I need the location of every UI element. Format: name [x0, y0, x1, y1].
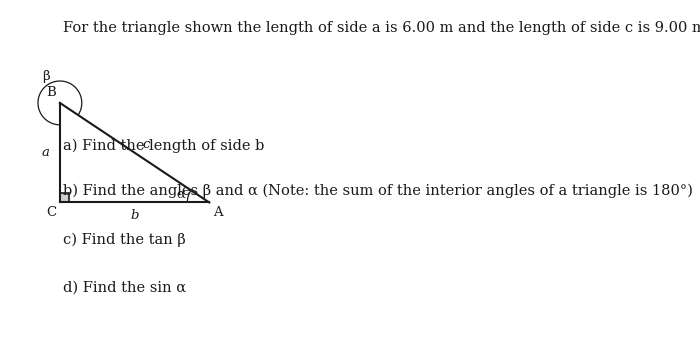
Text: B: B — [46, 86, 56, 99]
Text: d) Find the sin α: d) Find the sin α — [63, 281, 186, 295]
Text: α: α — [176, 187, 185, 200]
Text: a) Find the length of side b: a) Find the length of side b — [63, 139, 265, 153]
Text: C: C — [46, 206, 56, 219]
Text: b: b — [130, 209, 139, 222]
Polygon shape — [60, 194, 69, 202]
Text: A: A — [214, 206, 223, 219]
Text: β: β — [42, 70, 50, 83]
Text: c) Find the tan β: c) Find the tan β — [63, 232, 186, 247]
Text: For the triangle shown the length of side a is 6.00 m and the length of side c i: For the triangle shown the length of sid… — [63, 21, 700, 35]
Text: b) Find the angles β and α (Note: the sum of the interior angles of a triangle i: b) Find the angles β and α (Note: the su… — [63, 184, 693, 198]
Text: a: a — [42, 146, 50, 159]
Text: c: c — [143, 138, 150, 151]
